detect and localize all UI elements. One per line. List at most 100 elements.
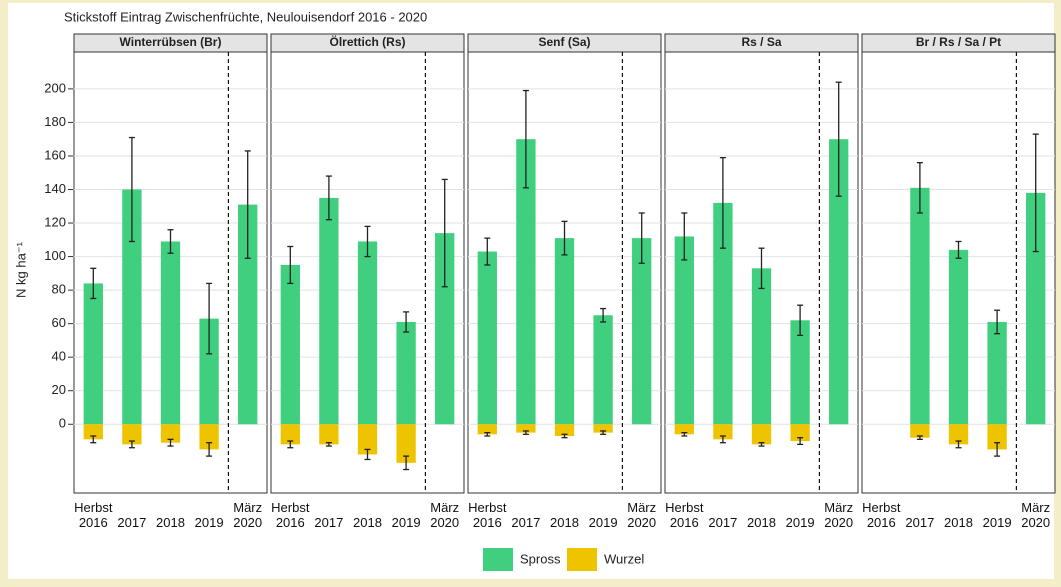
bar	[632, 238, 652, 425]
legend-label: Wurzel	[604, 551, 644, 566]
x-tick-label: 2017	[708, 515, 738, 530]
error-bar	[206, 442, 213, 457]
x-tick-label: Herbst 2016	[468, 500, 507, 530]
y-tick-label: 20	[52, 382, 66, 397]
x-tick-label: 2017	[117, 515, 147, 530]
chart-title: Stickstoff Eintrag Zwischenfrüchte, Neul…	[64, 9, 427, 24]
bar	[751, 424, 772, 445]
legend-swatch	[483, 548, 513, 571]
bar	[790, 424, 810, 442]
x-tick-label: 2019	[194, 515, 224, 530]
bar	[199, 424, 219, 450]
bar	[910, 424, 930, 438]
legend-label: Spross	[520, 551, 561, 566]
bar	[122, 189, 142, 425]
x-tick-label: 2018	[156, 515, 185, 530]
bar	[396, 424, 416, 463]
error-bar	[916, 435, 923, 440]
error-bar	[758, 442, 765, 447]
bar	[713, 424, 733, 440]
error-bar	[484, 431, 491, 437]
facet-title: Winterrübsen (Br)	[120, 35, 222, 49]
x-tick-label: März 2020	[1021, 500, 1051, 530]
error-bar	[403, 311, 410, 333]
error-bar	[403, 455, 410, 471]
x-tick-label: März 2020	[627, 500, 657, 530]
error-bar	[561, 433, 568, 439]
x-tick-label: März 2020	[233, 500, 263, 530]
x-tick-label: Herbst 2016	[862, 500, 901, 530]
y-tick-label: 140	[44, 181, 66, 196]
y-tick-label: 120	[44, 214, 66, 229]
bar	[987, 424, 1007, 450]
bar	[948, 424, 969, 445]
y-tick-label: 80	[52, 282, 66, 297]
error-bar	[719, 435, 726, 444]
bar	[160, 241, 181, 425]
y-axis-label: N kg ha⁻¹	[13, 241, 28, 298]
x-tick-label: 2018	[747, 515, 776, 530]
error-bar	[325, 442, 332, 447]
bar	[357, 424, 378, 455]
error-bar	[522, 430, 529, 435]
bar	[83, 424, 103, 440]
x-tick-label: Herbst 2016	[74, 500, 113, 530]
error-bar	[90, 267, 97, 300]
x-tick-label: Herbst 2016	[271, 500, 310, 530]
error-bar	[128, 440, 135, 449]
bar	[122, 424, 142, 445]
x-tick-label: 2019	[785, 515, 815, 530]
bar	[516, 139, 536, 425]
facet-title: Br / Rs / Sa / Pt	[916, 35, 1001, 49]
error-bar	[206, 282, 213, 355]
bar	[674, 424, 694, 435]
error-bar	[364, 448, 371, 461]
facet-title: Senf (Sa)	[538, 35, 590, 49]
x-tick-label: 2019	[391, 515, 421, 530]
error-bar	[916, 162, 923, 214]
bar	[396, 321, 416, 425]
bar	[238, 204, 258, 425]
error-bar	[955, 240, 962, 259]
bar	[790, 320, 810, 425]
bar	[477, 251, 497, 425]
error-bar	[441, 178, 448, 288]
bar	[280, 264, 300, 425]
error-bar	[167, 229, 174, 254]
bar	[319, 197, 339, 425]
error-bar	[1032, 133, 1039, 253]
bar	[593, 424, 613, 433]
bar	[829, 139, 849, 425]
x-tick-label: Herbst 2016	[665, 500, 704, 530]
error-bar	[758, 247, 765, 290]
legend-swatch	[567, 548, 597, 571]
bar	[713, 202, 733, 425]
bar	[357, 241, 378, 425]
y-tick-label: 40	[52, 349, 66, 364]
bar	[435, 233, 455, 425]
y-tick-label: 200	[44, 80, 66, 95]
error-bar	[955, 440, 962, 449]
x-tick-label: 2017	[511, 515, 541, 530]
error-bar	[364, 225, 371, 258]
y-tick-label: 60	[52, 315, 66, 330]
error-bar	[681, 431, 688, 437]
error-bar	[835, 81, 842, 197]
y-tick-label: 160	[44, 147, 66, 162]
bar	[1026, 192, 1046, 425]
x-tick-label: 2019	[588, 515, 618, 530]
error-bar	[561, 220, 568, 256]
error-bar	[797, 304, 804, 337]
x-tick-label: 2018	[550, 515, 579, 530]
y-tick-label: 180	[44, 114, 66, 129]
bar	[554, 424, 575, 436]
facet-title: Ölrettich (Rs)	[329, 34, 405, 49]
x-tick-label: 2018	[944, 515, 973, 530]
error-bar	[484, 237, 491, 266]
x-tick-label: 2018	[353, 515, 382, 530]
error-bar	[994, 442, 1001, 457]
error-bar	[522, 89, 529, 189]
bar	[593, 315, 613, 425]
bar	[83, 283, 103, 425]
error-bar	[167, 438, 174, 447]
